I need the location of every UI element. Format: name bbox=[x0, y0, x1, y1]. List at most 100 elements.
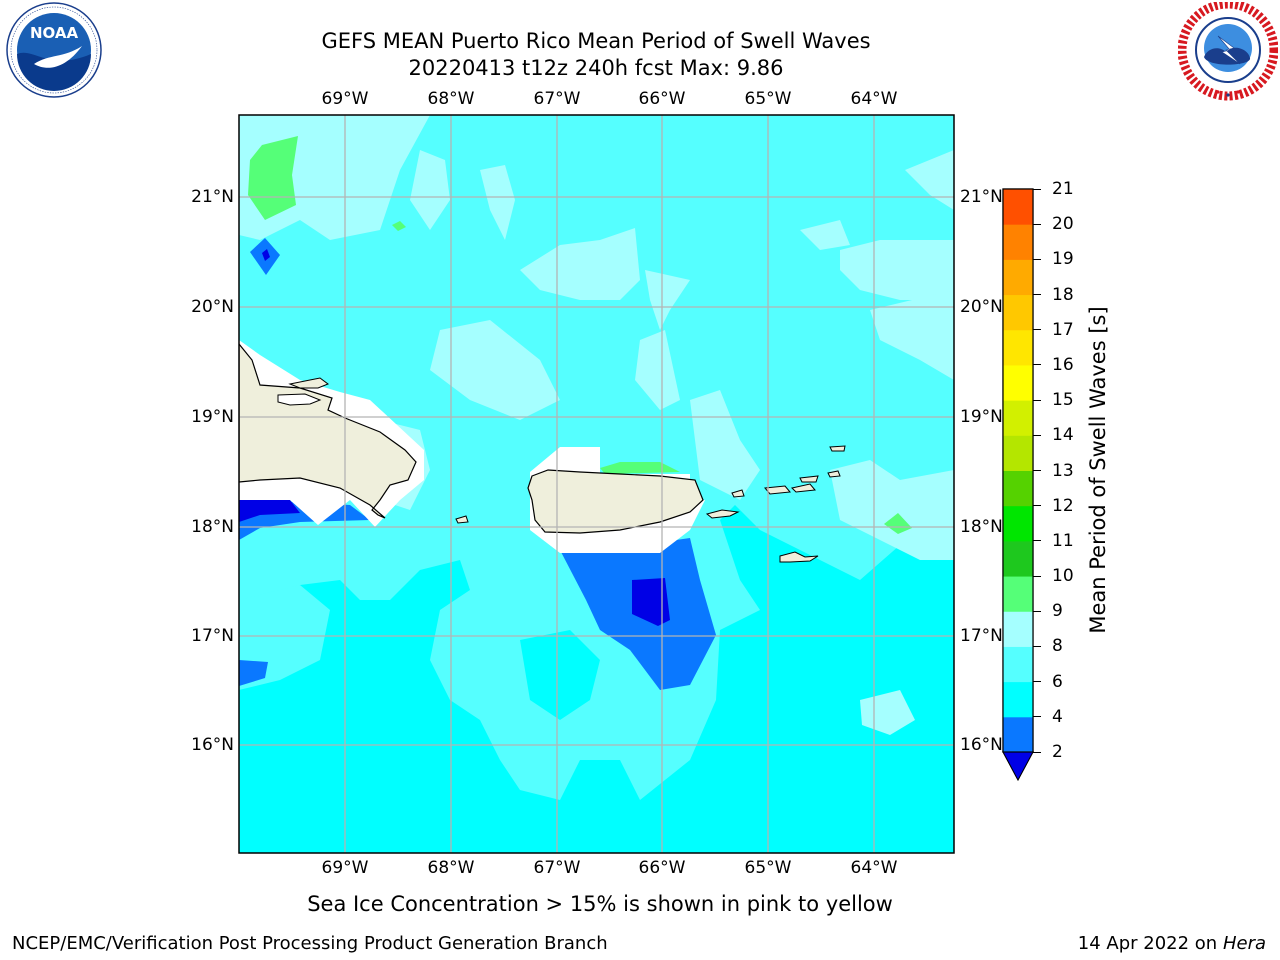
sea-ice-note: Sea Ice Concentration > 15% is shown in … bbox=[307, 892, 893, 916]
lon-tick-top: 66°W bbox=[638, 89, 686, 109]
lon-tick-top: 64°W bbox=[850, 89, 898, 109]
lat-tick-left: 19°N bbox=[191, 407, 234, 427]
colorbar-tick-mark bbox=[1033, 258, 1041, 260]
colorbar-tick-label: 13 bbox=[1052, 460, 1074, 481]
lat-tick-left: 18°N bbox=[191, 517, 234, 537]
noaa-logo-text: NOAA bbox=[30, 24, 79, 42]
colorbar-tick-label: 19 bbox=[1052, 249, 1074, 270]
lon-tick-bottom: 65°W bbox=[744, 858, 792, 878]
colorbar-tick-label: 4 bbox=[1052, 706, 1063, 727]
colorbar-tick-mark bbox=[1033, 188, 1041, 190]
contour-band-8-9 bbox=[870, 290, 954, 380]
lat-tick-right: 18°N bbox=[960, 517, 1003, 537]
colorbar-band bbox=[1003, 611, 1033, 647]
lon-tick-bottom: 67°W bbox=[533, 858, 581, 878]
colorbar-tick-label: 8 bbox=[1052, 636, 1063, 657]
colorbar-band bbox=[1003, 400, 1033, 436]
colorbar-overlay bbox=[1002, 188, 1034, 782]
map-title: GEFS MEAN Puerto Rico Mean Period of Swe… bbox=[321, 29, 871, 53]
colorbar-tick-mark bbox=[1033, 364, 1041, 366]
colorbar-tick-mark bbox=[1033, 223, 1041, 225]
lat-tick-left: 20°N bbox=[191, 297, 234, 317]
colorbar-tick-mark bbox=[1033, 751, 1041, 753]
land-st-croix bbox=[779, 551, 819, 563]
map-subtitle: 20220413 t12z 240h fcst Max: 9.86 bbox=[408, 56, 784, 80]
colorbar-band bbox=[1003, 646, 1033, 683]
contour-band-8-9 bbox=[430, 320, 560, 420]
footer-branch: NCEP/EMC/Verification Post Processing Pr… bbox=[12, 933, 608, 954]
colorbar-band bbox=[1003, 505, 1033, 542]
colorbar-tick-label: 20 bbox=[1052, 214, 1074, 235]
land-puerto-rico bbox=[527, 469, 704, 534]
contour-band-8-9 bbox=[840, 240, 954, 300]
land-culebra bbox=[731, 489, 745, 498]
colorbar-tick-label: 11 bbox=[1052, 530, 1074, 551]
colorbar-tick-label: 6 bbox=[1052, 671, 1063, 692]
colorbar-band bbox=[1003, 540, 1033, 577]
colorbar-tick-mark bbox=[1033, 399, 1041, 401]
colorbar-band bbox=[1003, 294, 1033, 331]
contour-band-9-10 bbox=[392, 221, 406, 231]
footer-machine: Hera bbox=[1222, 933, 1266, 954]
colorbar-band bbox=[1003, 259, 1033, 296]
lat-tick-left: 16°N bbox=[191, 735, 234, 755]
colorbar-band bbox=[1003, 329, 1033, 366]
colorbar-tick-mark bbox=[1033, 540, 1041, 542]
land-vieques bbox=[705, 509, 740, 519]
land-mona-island bbox=[455, 515, 469, 524]
contour-band-below-2 bbox=[632, 578, 670, 626]
contour-band-8-9 bbox=[635, 330, 680, 410]
colorbar-tick-label: 10 bbox=[1052, 566, 1074, 587]
coast-peninsula bbox=[288, 377, 330, 389]
lon-tick-top: 69°W bbox=[321, 89, 369, 109]
lon-tick-top: 65°W bbox=[744, 89, 792, 109]
coast-bay bbox=[277, 393, 322, 406]
nws-logo bbox=[1177, 0, 1279, 102]
footer-date: 14 Apr 2022 on Hera bbox=[1078, 933, 1266, 955]
footer-date-text: 14 Apr 2022 on bbox=[1077, 933, 1218, 954]
lon-tick-bottom: 68°W bbox=[427, 858, 475, 878]
colorbar-tick-mark bbox=[1033, 505, 1041, 507]
lon-tick-top: 67°W bbox=[533, 89, 581, 109]
colorbar-band bbox=[1003, 435, 1033, 471]
swell-period-field bbox=[239, 115, 954, 853]
colorbar-tick-label: 9 bbox=[1052, 601, 1063, 622]
colorbar-band bbox=[1003, 224, 1033, 260]
colorbar-band bbox=[1003, 364, 1033, 401]
colorbar-tick-mark bbox=[1033, 681, 1041, 683]
colorbar-tick-mark bbox=[1033, 329, 1041, 331]
map-frame bbox=[238, 114, 955, 854]
lat-tick-right: 16°N bbox=[960, 735, 1003, 755]
contour-band-below-2 bbox=[262, 249, 270, 261]
contour-band-9-10 bbox=[600, 462, 680, 474]
colorbar-tick-label: 18 bbox=[1052, 284, 1074, 305]
colorbar-tick-mark bbox=[1033, 716, 1041, 718]
contour-band-8-9 bbox=[520, 228, 640, 300]
colorbar-tick-label: 16 bbox=[1052, 354, 1074, 375]
colorbar-tick-mark bbox=[1033, 434, 1041, 436]
lon-tick-bottom: 69°W bbox=[321, 858, 369, 878]
colorbar-band bbox=[1003, 470, 1033, 507]
colorbar-band bbox=[1003, 681, 1033, 718]
contour-band-below-2 bbox=[239, 500, 300, 522]
land-anegada bbox=[827, 445, 846, 478]
graticule bbox=[239, 115, 954, 853]
lat-tick-left: 21°N bbox=[191, 187, 234, 207]
contour-band-2-4 bbox=[239, 660, 268, 686]
land-hispaniola bbox=[239, 343, 417, 519]
colorbar-tick-mark bbox=[1033, 294, 1041, 296]
colorbar-tick-mark bbox=[1033, 470, 1041, 471]
contour-band-8-9 bbox=[905, 150, 954, 210]
contour-band-9-10 bbox=[884, 513, 912, 534]
colorbar-tick-label: 21 bbox=[1052, 179, 1074, 199]
colorbar-band bbox=[1003, 716, 1033, 753]
contour-band-8-9 bbox=[800, 220, 850, 250]
colorbar-tick-label: 2 bbox=[1052, 742, 1063, 762]
contour-band-4-6 bbox=[520, 630, 600, 720]
colorbar-band bbox=[1003, 189, 1033, 225]
lon-tick-bottom: 64°W bbox=[850, 858, 898, 878]
contour-band-8-9 bbox=[830, 460, 954, 560]
colorbar-tick-mark bbox=[1033, 575, 1041, 577]
colorbar-tick-label: 17 bbox=[1052, 319, 1074, 340]
